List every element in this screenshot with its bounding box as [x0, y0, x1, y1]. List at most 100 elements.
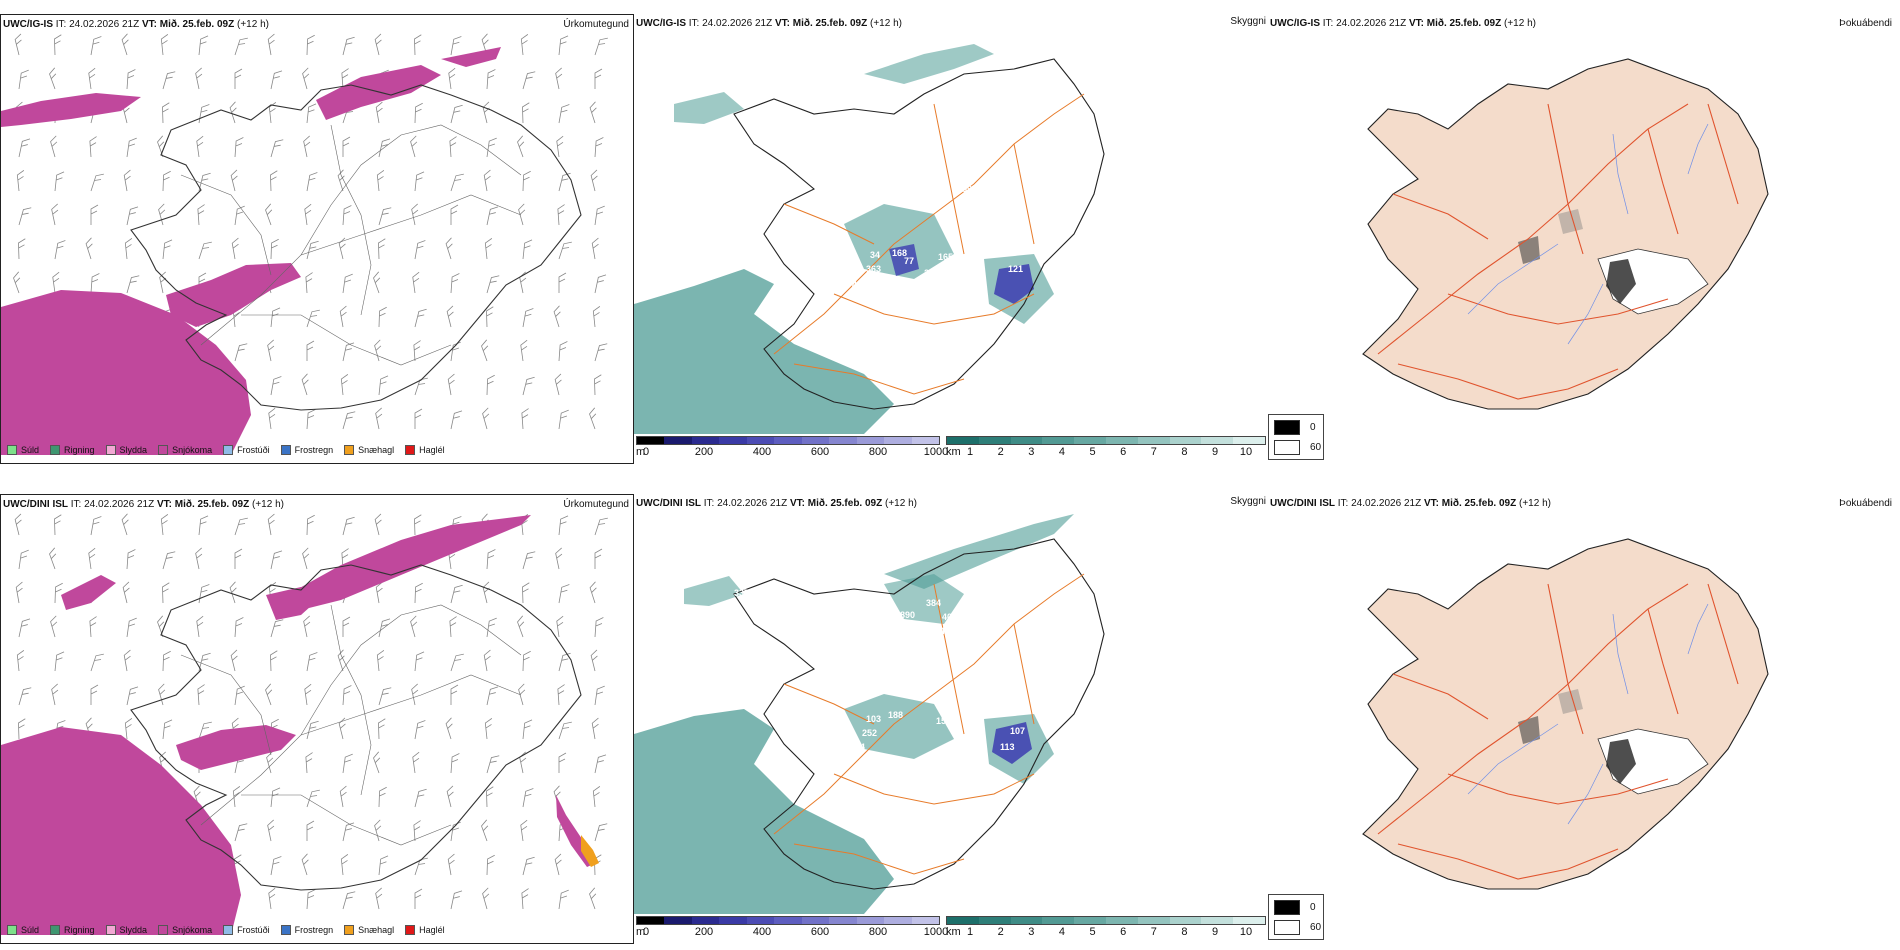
- iceland-coastline: [130, 564, 582, 891]
- forecast-header: UWC/IG-IS IT: 24.02.2026 21Z VT: Mið. 25…: [1270, 18, 1536, 29]
- cloud-base-area-center: [889, 244, 919, 276]
- legend-item: Slydda: [105, 445, 147, 455]
- visibility-area-northcenter: [884, 574, 964, 624]
- wind-barb: [162, 71, 176, 90]
- iceland-coastline: [733, 58, 1105, 410]
- visibility-area-northwest: [684, 576, 744, 606]
- wind-barb: [414, 720, 426, 740]
- it-value: 24.02.2026 21Z: [1351, 498, 1422, 509]
- wind-barb: [558, 721, 572, 740]
- wind-barb: [594, 205, 605, 226]
- legend-item: Frostregn: [280, 445, 334, 455]
- wind-barb: [234, 548, 243, 569]
- wind-barb: [301, 373, 309, 396]
- vt-value: Mið. 25.feb. 09Z: [792, 18, 868, 29]
- cloud-base-label: 412: [940, 626, 955, 636]
- wind-barb: [270, 787, 281, 808]
- lead-time: (+12 h): [237, 19, 269, 30]
- legend-swatch: [50, 445, 61, 455]
- forecast-header: UWC/DINI ISL IT: 24.02.2026 21Z VT: Mið.…: [636, 498, 917, 509]
- wind-barb: [486, 374, 495, 396]
- wind-barb: [88, 67, 96, 90]
- legend-swatch: [223, 445, 234, 455]
- snow-area-northwest: [61, 575, 116, 610]
- wind-barb: [374, 513, 382, 536]
- wind-barb: [378, 786, 387, 808]
- it-value: 24.02.2026 21Z: [717, 498, 788, 509]
- wind-barb: [340, 374, 349, 396]
- wind-barb: [342, 273, 353, 294]
- wind-barb: [486, 137, 497, 158]
- wind-barb: [126, 617, 137, 638]
- wind-barb: [267, 513, 275, 536]
- lead-time: (+12 h): [1504, 18, 1536, 29]
- wind-barb: [18, 69, 29, 90]
- roads-network: [180, 124, 522, 366]
- wind-barb: [229, 581, 237, 604]
- wind-barb: [306, 340, 315, 361]
- wind-barb: [594, 685, 605, 706]
- tick-label: 600: [810, 446, 830, 458]
- wind-barb: [558, 515, 569, 536]
- wind-barb: [342, 685, 352, 706]
- legend-label: Frostregn: [294, 925, 334, 935]
- fog-panel-2: UWC/DINI ISL IT: 24.02.2026 21Z VT: Mið.…: [1268, 494, 1900, 944]
- precip-map: [1, 513, 608, 935]
- visibility-area-center: [844, 204, 954, 279]
- wind-barb: [162, 551, 176, 570]
- wind-barb: [414, 582, 423, 604]
- wind-barb: [414, 514, 422, 536]
- wind-barb: [373, 751, 381, 774]
- cloud-base-label: 107: [1010, 726, 1025, 736]
- snow-area-southwest: [1, 727, 241, 935]
- wind-barb: [342, 753, 353, 774]
- fog-map: [1362, 538, 1769, 890]
- tick-label: 9: [1212, 446, 1219, 458]
- wind-barb: [268, 887, 276, 910]
- wind-barb: [517, 615, 525, 638]
- wind-barb: [18, 138, 31, 158]
- colorbar-cell: [1074, 437, 1106, 444]
- wind-barb: [304, 683, 312, 706]
- visibility-panel-2: UWC/DINI ISL IT: 24.02.2026 21Z VT: Mið.…: [634, 494, 1268, 944]
- wind-barb: [16, 170, 25, 192]
- fog-legend-row: 0: [1274, 900, 1316, 915]
- vt-label: VT:: [156, 499, 172, 510]
- wind-barb: [520, 819, 528, 842]
- wind-barb: [90, 173, 104, 192]
- wind-barb: [198, 172, 211, 192]
- tick-label: 8: [1181, 446, 1188, 458]
- wind-barb: [556, 615, 564, 638]
- wind-barb: [375, 581, 383, 604]
- vt-value: Mið. 25.feb. 09Z: [1441, 498, 1517, 509]
- wind-barb: [270, 376, 282, 396]
- wind-barb: [594, 68, 603, 89]
- wind-barb: [522, 376, 535, 396]
- wind-barb: [414, 34, 422, 56]
- tick-label: 1000: [923, 926, 949, 938]
- legend-label: Frostregn: [294, 445, 334, 455]
- wind-barb: [555, 547, 563, 570]
- wind-barb: [234, 343, 248, 362]
- fog-legend: 0 60: [1268, 414, 1324, 460]
- visibility-area-northwest: [674, 92, 744, 124]
- wind-barb: [412, 751, 420, 774]
- wind-barb: [414, 408, 423, 429]
- wind-barb: [270, 170, 278, 192]
- legend-swatch: [223, 925, 234, 935]
- wind-barb: [450, 273, 460, 294]
- wind-barb: [522, 788, 534, 808]
- iceland-coastline: [733, 538, 1105, 890]
- wind-barb: [486, 206, 499, 226]
- wind-barb: [90, 684, 99, 705]
- wind-barb: [413, 340, 421, 362]
- wind-barb: [446, 305, 454, 328]
- wind-barb: [234, 517, 248, 536]
- legend-item: Snæhagl: [344, 925, 394, 935]
- legend-item: Haglél: [405, 445, 445, 455]
- cloud-base-label: 103: [866, 714, 881, 724]
- wind-barb: [51, 683, 59, 706]
- it-label: IT:: [1322, 18, 1334, 29]
- legend-swatch: [280, 925, 291, 935]
- legend-item: Frostúði: [223, 925, 270, 935]
